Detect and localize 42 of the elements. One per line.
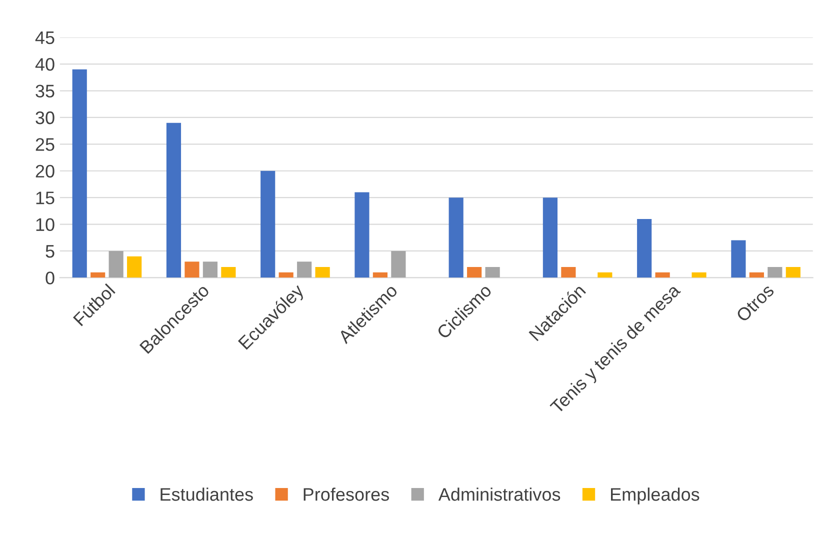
bar bbox=[202, 262, 218, 278]
y-tick-label: 35 bbox=[36, 84, 54, 98]
legend-label: Profesores bbox=[304, 488, 389, 501]
y-tick-label: 45 bbox=[35, 32, 54, 44]
bar bbox=[315, 267, 330, 278]
y-tick-label: 20 bbox=[36, 164, 54, 178]
bar bbox=[485, 267, 500, 278]
bar bbox=[72, 69, 87, 278]
legend-label: Estudiantes bbox=[160, 488, 253, 501]
y-tick-label: 25 bbox=[36, 138, 54, 151]
bar bbox=[448, 198, 464, 278]
bar bbox=[692, 272, 706, 278]
bar bbox=[731, 240, 746, 278]
bar bbox=[260, 170, 276, 278]
bar bbox=[90, 272, 106, 278]
bar bbox=[637, 218, 652, 278]
bar bbox=[108, 250, 124, 278]
bar bbox=[221, 267, 236, 278]
bar bbox=[768, 267, 782, 278]
legend-label: Administrativos bbox=[438, 488, 560, 501]
y-tick-label: 0 bbox=[46, 272, 54, 284]
bar bbox=[166, 122, 182, 278]
bar bbox=[749, 272, 764, 278]
y-tick-label: 10 bbox=[36, 218, 54, 231]
legend-label: Empleados bbox=[611, 488, 700, 504]
bar bbox=[354, 192, 370, 278]
bar bbox=[297, 262, 312, 278]
bar bbox=[786, 267, 800, 278]
y-tick-label: 15 bbox=[36, 192, 54, 204]
bar bbox=[561, 267, 576, 278]
bar bbox=[598, 272, 612, 278]
bar bbox=[542, 198, 558, 278]
bar bbox=[391, 250, 406, 278]
bar bbox=[184, 262, 200, 278]
y-tick-label: 5 bbox=[46, 245, 54, 258]
bar bbox=[467, 267, 482, 278]
y-tick-label: 40 bbox=[35, 58, 54, 71]
bar bbox=[278, 272, 294, 278]
bar bbox=[127, 256, 142, 278]
y-tick-label: 30 bbox=[36, 111, 54, 124]
bar bbox=[655, 272, 670, 278]
bar bbox=[372, 272, 388, 278]
